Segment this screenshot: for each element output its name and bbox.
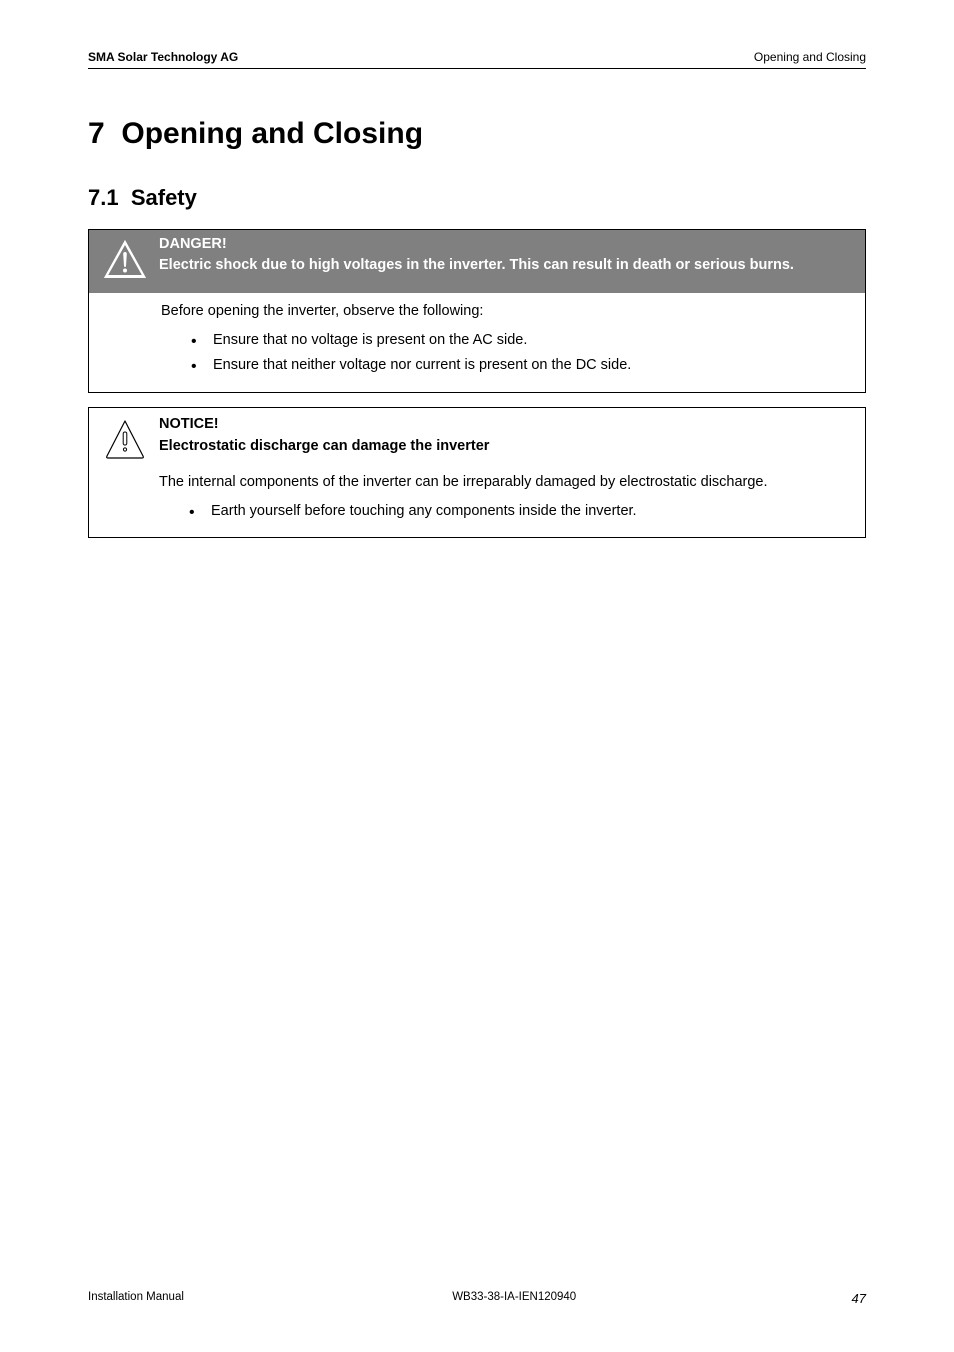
- notice-body: The internal components of the inverter …: [159, 472, 853, 492]
- danger-header-text: DANGER! Electric shock due to high volta…: [159, 230, 865, 293]
- notice-callout: NOTICE! Electrostatic discharge can dama…: [88, 407, 866, 538]
- section-number: 7.1: [88, 185, 119, 210]
- notice-bullet-list: Earth yourself before touching any compo…: [159, 500, 853, 523]
- danger-description: Electric shock due to high voltages in t…: [159, 256, 853, 276]
- footer-doc-type: Installation Manual: [88, 1291, 184, 1306]
- list-item: Ensure that neither voltage nor current …: [191, 354, 853, 377]
- footer-page-number: 47: [852, 1291, 866, 1306]
- chapter-title: 7 Opening and Closing: [88, 117, 866, 151]
- notice-content: NOTICE! Electrostatic discharge can dama…: [159, 408, 865, 537]
- header-section: Opening and Closing: [754, 50, 866, 64]
- page-footer: Installation Manual WB33-38-IA-IEN120940…: [88, 1291, 866, 1306]
- notice-subtitle: Electrostatic discharge can damage the i…: [159, 438, 853, 454]
- list-item: Ensure that no voltage is present on the…: [191, 329, 853, 352]
- esd-triangle-icon: [103, 418, 147, 462]
- header-company: SMA Solar Technology AG: [88, 50, 238, 64]
- section-title: 7.1 Safety: [88, 185, 866, 211]
- danger-header: DANGER! Electric shock due to high volta…: [89, 230, 865, 293]
- chapter-number: 7: [88, 117, 105, 150]
- section-name: Safety: [131, 185, 197, 210]
- chapter-name: Opening and Closing: [121, 117, 423, 150]
- page-header: SMA Solar Technology AG Opening and Clos…: [88, 50, 866, 69]
- danger-body: Before opening the inverter, observe the…: [89, 293, 865, 392]
- notice-label: NOTICE!: [159, 416, 853, 432]
- danger-label: DANGER!: [159, 236, 853, 252]
- danger-icon-cell: [89, 230, 159, 293]
- warning-triangle-icon: [101, 238, 149, 280]
- footer-doc-id: WB33-38-IA-IEN120940: [452, 1291, 576, 1303]
- danger-callout: DANGER! Electric shock due to high volta…: [88, 229, 866, 393]
- danger-bullet-list: Ensure that no voltage is present on the…: [161, 329, 853, 377]
- notice-icon-cell: [89, 408, 159, 537]
- list-item: Earth yourself before touching any compo…: [189, 500, 853, 523]
- danger-intro: Before opening the inverter, observe the…: [161, 301, 853, 321]
